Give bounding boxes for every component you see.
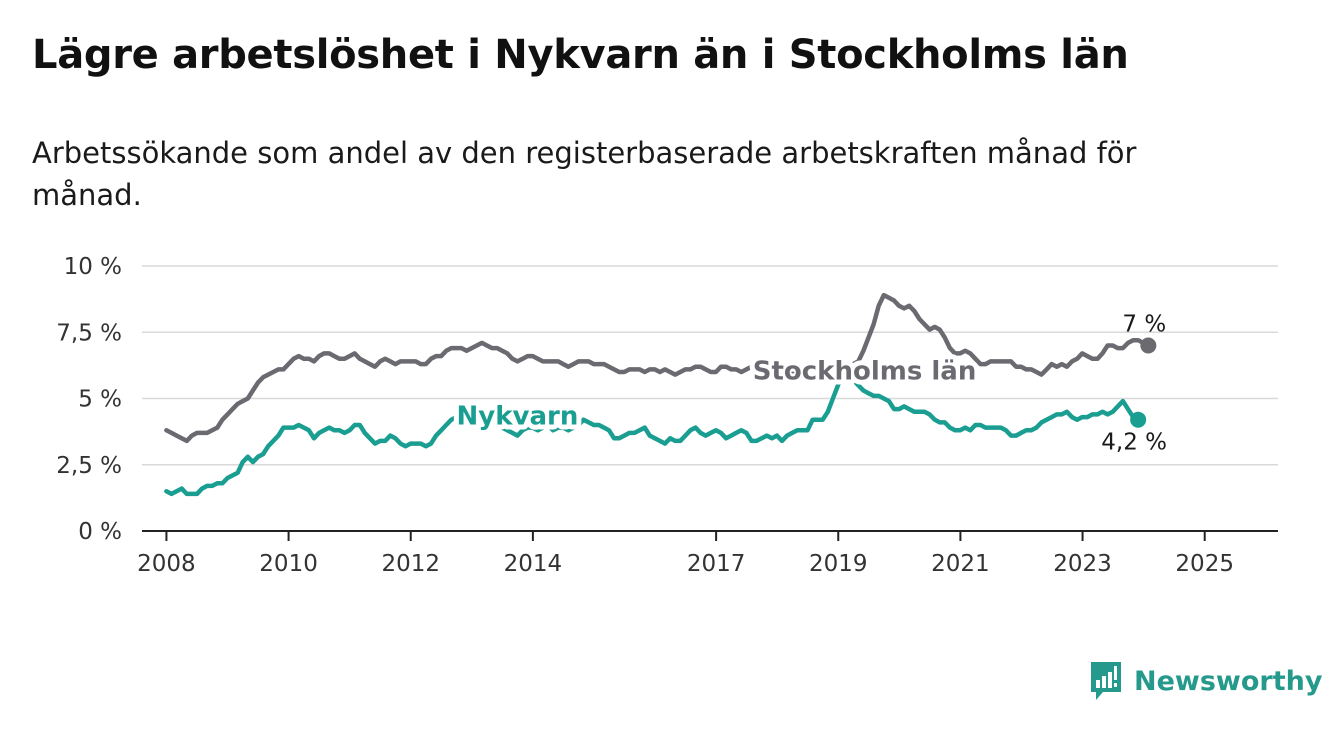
y-tick-label: 2,5 % <box>56 453 122 479</box>
series-label: Stockholms län <box>753 357 977 387</box>
x-tick-label: 2012 <box>381 551 440 577</box>
series-lines <box>164 292 1157 497</box>
brand-name: Newsworthy <box>1134 665 1323 697</box>
y-tick-label: 0 % <box>78 519 122 545</box>
series-end-dot <box>1130 411 1147 428</box>
series-end-dot <box>1140 337 1157 354</box>
x-tick-label: 2021 <box>931 551 990 577</box>
x-tick-label: 2008 <box>137 551 196 577</box>
series-label-halo: Stockholms län <box>753 357 977 387</box>
series-label-halo: Nykvarn <box>457 402 579 432</box>
gridlines <box>142 265 1278 532</box>
series-line-stockholms-län <box>164 292 1151 444</box>
series-end-label: 4,2 % <box>1101 430 1167 456</box>
x-tick-label: 2023 <box>1053 551 1112 577</box>
series-end-label: 7 % <box>1122 312 1166 338</box>
x-tick-label: 2019 <box>809 551 868 577</box>
brand-logo: Newsworthy <box>1088 660 1322 702</box>
x-axis-ticks: 2008 2010 2012 2014 2017 2019 2021 2023 2025 <box>137 531 1234 577</box>
y-tick-label: 10 % <box>64 254 122 280</box>
chart-subtitle: Arbetssökande som andel av den registerb… <box>32 136 1137 212</box>
chart-title: Lägre arbetslöshet i Nykvarn än i Stockh… <box>32 32 1129 78</box>
x-tick-label: 2010 <box>259 551 318 577</box>
x-tick-label: 2014 <box>504 551 563 577</box>
bar-chart-exclamation-icon <box>1091 662 1121 700</box>
x-tick-label: 2017 <box>687 551 746 577</box>
series-label: Nykvarn <box>457 402 579 432</box>
series-line-nykvarn <box>164 369 1141 497</box>
x-tick-label: 2025 <box>1175 551 1234 577</box>
y-tick-label: 7,5 % <box>56 320 122 346</box>
y-axis-ticks: 0 % 2,5 % 5 % 7,5 % 10 % <box>56 254 122 545</box>
y-tick-label: 5 % <box>78 387 122 413</box>
